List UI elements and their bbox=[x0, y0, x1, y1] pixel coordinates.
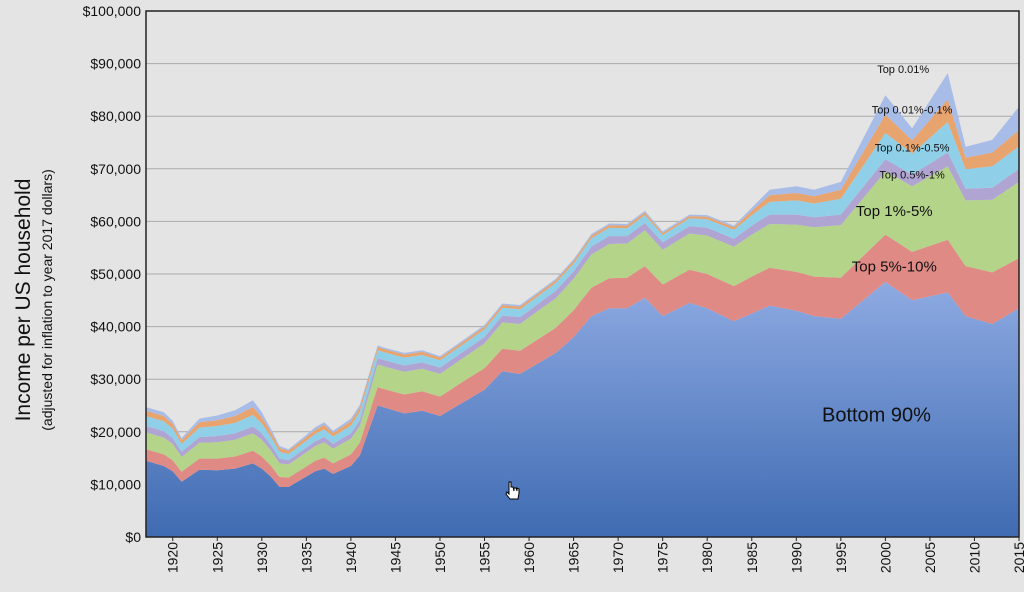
plot-frame bbox=[145, 10, 1020, 538]
x-tick-label: 1965 bbox=[566, 542, 582, 573]
x-axis-ticks: 1920 1925 1930 1935 1940 1945 1950 1955 1960 1965… bbox=[165, 537, 1024, 573]
label-top-0-1-0-5: Top 0.1%-0.5% bbox=[875, 142, 950, 154]
y-tick-label: $60,000 bbox=[90, 213, 141, 229]
series-annotations: Bottom 90% Top 5%-10% Top 1%-5% Top 0.5%-1%… bbox=[822, 64, 953, 426]
label-top-1-5: Top 1%-5% bbox=[856, 203, 933, 220]
area-top-0-01 bbox=[146, 73, 1019, 451]
y-axis-subtitle: (adjusted for inflation to year 2017 dol… bbox=[39, 169, 55, 430]
x-tick-label: 1920 bbox=[165, 542, 181, 573]
y-tick-label: $50,000 bbox=[90, 266, 141, 282]
x-tick-label: 1945 bbox=[387, 542, 403, 573]
x-tick-label: 1975 bbox=[655, 542, 671, 573]
x-tick-label: 1955 bbox=[477, 542, 493, 573]
area-top-5-10 bbox=[146, 234, 1019, 487]
y-tick-label: $40,000 bbox=[90, 319, 141, 335]
x-tick-label: 1960 bbox=[521, 542, 537, 573]
label-bottom-90: Bottom 90% bbox=[822, 404, 931, 426]
area-top-1-5 bbox=[146, 166, 1019, 478]
x-tick-label: 1935 bbox=[298, 542, 314, 573]
x-tick-label: 1995 bbox=[833, 542, 849, 573]
x-tick-label: 1970 bbox=[610, 542, 626, 573]
y-tick-label: $70,000 bbox=[90, 161, 141, 177]
x-tick-label: 2005 bbox=[922, 542, 938, 573]
label-top-0-01-0-1: Top 0.01%-0.1% bbox=[872, 105, 953, 117]
y-tick-label: $0 bbox=[125, 529, 141, 545]
area-bottom-90 bbox=[146, 281, 1019, 537]
y-tick-label: $100,000 bbox=[83, 3, 142, 19]
area-top-0-1-0-5 bbox=[146, 122, 1019, 461]
label-top-0-5-1: Top 0.5%-1% bbox=[879, 169, 945, 181]
x-tick-label: 2010 bbox=[967, 542, 983, 573]
area-top-0-01-0-1 bbox=[146, 99, 1019, 454]
x-tick-label: 1990 bbox=[788, 542, 804, 573]
y-axis-title: Income per US household bbox=[12, 179, 35, 422]
mouse-cursor-icon bbox=[505, 481, 520, 500]
x-tick-label: 1985 bbox=[744, 542, 760, 573]
y-axis-ticks: $0 $10,000 $20,000 $30,000 $40,000 $50,000 $60… bbox=[83, 3, 142, 545]
y-tick-label: $90,000 bbox=[90, 56, 141, 72]
x-tick-label: 1980 bbox=[699, 542, 715, 573]
x-tick-label: 1930 bbox=[254, 542, 270, 573]
y-tick-label: $30,000 bbox=[90, 371, 141, 387]
y-tick-label: $20,000 bbox=[90, 424, 141, 440]
x-tick-label: 2015 bbox=[1011, 542, 1024, 573]
label-top-5-10: Top 5%-10% bbox=[852, 258, 937, 275]
label-top-0-01: Top 0.01% bbox=[877, 64, 929, 76]
x-tick-label: 1950 bbox=[432, 542, 448, 573]
stacked-areas bbox=[146, 73, 1019, 537]
x-tick-label: 2000 bbox=[877, 542, 893, 573]
x-tick-label: 1940 bbox=[343, 542, 359, 573]
y-tick-label: $10,000 bbox=[90, 476, 141, 492]
y-tick-label: $80,000 bbox=[90, 108, 141, 124]
x-tick-label: 1925 bbox=[209, 542, 225, 573]
